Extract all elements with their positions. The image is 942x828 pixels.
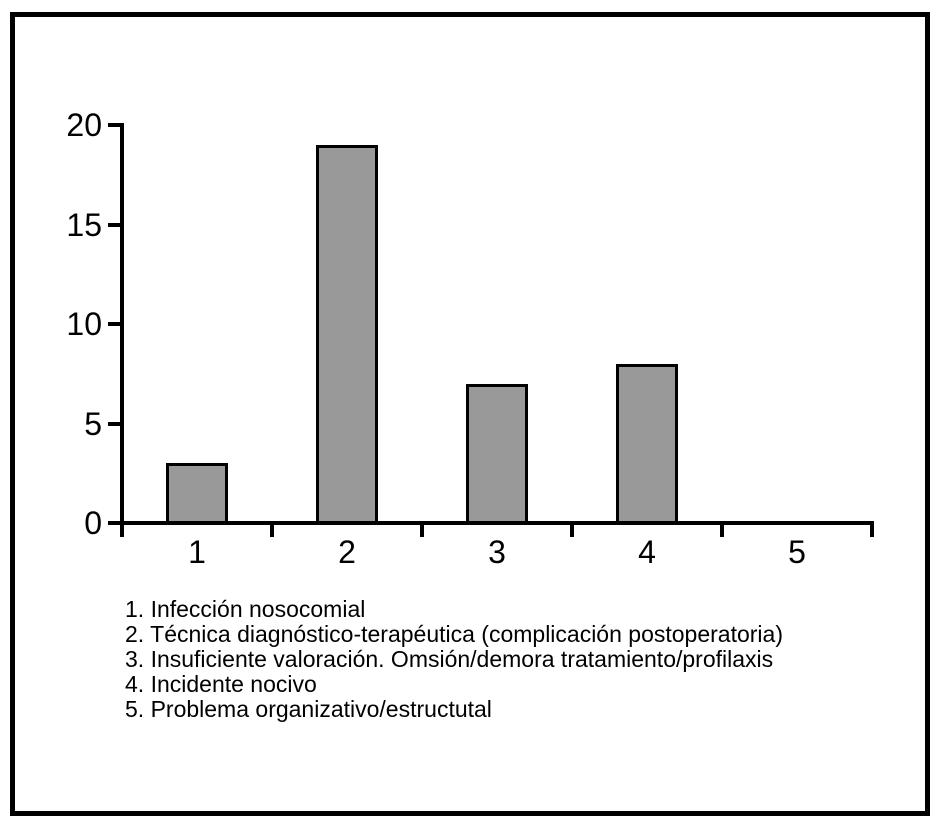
legend-item-3: 3. Insuficiente valoración. Omsión/demor… <box>125 646 774 672</box>
bar-category-2 <box>316 145 378 523</box>
x-tick-mark <box>120 525 124 537</box>
y-tick-mark <box>108 521 120 525</box>
y-tick-mark <box>108 222 120 227</box>
y-tick-label: 5 <box>84 405 102 442</box>
x-tick-label: 4 <box>638 534 656 570</box>
y-tick-label: 15 <box>66 206 102 243</box>
y-axis <box>120 123 124 525</box>
x-tick-label: 5 <box>788 534 806 570</box>
x-tick-mark <box>870 525 874 537</box>
x-tick-mark <box>270 525 274 537</box>
x-tick-label: 2 <box>338 534 356 570</box>
x-tick-mark <box>570 525 574 537</box>
x-tick-mark <box>720 525 724 537</box>
legend-item-5: 5. Problema organizativo/estructutal <box>125 696 492 722</box>
bar-category-1 <box>166 463 228 523</box>
y-tick-label: 20 <box>66 107 102 143</box>
y-tick-mark <box>108 421 120 426</box>
x-tick-label: 1 <box>188 534 206 570</box>
chart-legend: 1. Infección nosocomial 2. Técnica diagn… <box>125 597 783 722</box>
y-tick-label: 0 <box>84 505 102 541</box>
x-tick-label: 3 <box>488 534 506 570</box>
x-axis <box>120 521 874 525</box>
bar-category-4 <box>616 364 678 523</box>
legend-item-4: 4. Incidente nocivo <box>125 671 317 697</box>
legend-item-1: 1. Infección nosocomial <box>125 596 366 622</box>
x-tick-mark <box>420 525 424 537</box>
y-tick-mark <box>108 123 120 127</box>
y-tick-label: 10 <box>66 306 102 342</box>
y-tick-mark <box>108 322 120 326</box>
legend-item-2: 2. Técnica diagnóstico-terapéutica (comp… <box>125 621 783 647</box>
bar-category-3 <box>466 384 528 523</box>
